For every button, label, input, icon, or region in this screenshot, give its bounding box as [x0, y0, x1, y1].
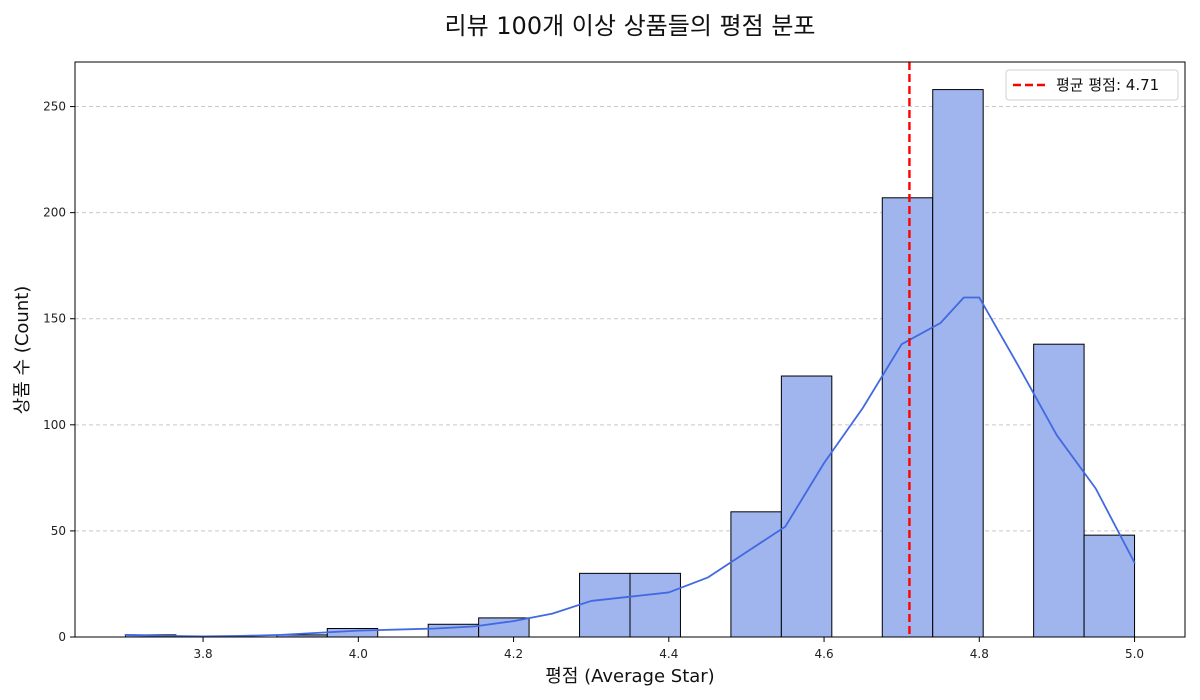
histogram-bar — [881, 197, 934, 638]
plot-frame — [74, 61, 1186, 638]
histogram-bar — [932, 89, 984, 638]
x-tick-label: 5.0 — [1125, 647, 1144, 661]
histogram-bar — [629, 572, 681, 638]
y-axis-label: 상품 수 (Count) — [12, 286, 33, 415]
chart-title: 리뷰 100개 이상 상품들의 평점 분포 — [445, 12, 816, 40]
legend-box — [1005, 69, 1179, 101]
histogram-bar — [478, 617, 530, 638]
y-tick-label: 100 — [43, 418, 66, 432]
histogram-bar — [1033, 343, 1085, 638]
x-tick-label: 4.6 — [815, 647, 834, 661]
grid-lines — [75, 106, 1185, 532]
legend-mean-label: 평균 평점: 4.71 — [1056, 76, 1159, 94]
y-tick-label: 150 — [43, 312, 66, 326]
x-tick-label: 4.0 — [349, 647, 368, 661]
x-axis-label: 평점 (Average Star) — [545, 666, 714, 687]
legend: 평균 평점: 4.71 — [1005, 69, 1179, 101]
x-axis-ticks: 3.8 4.0 4.2 4.4 4.6 4.8 5.0 — [194, 637, 1144, 661]
x-tick-label: 4.4 — [659, 647, 678, 661]
y-tick-label: 0 — [58, 630, 66, 644]
kde-curve — [124, 296, 1136, 638]
x-tick-label: 3.8 — [194, 647, 213, 661]
histogram-bar — [1083, 534, 1136, 638]
y-tick-label: 200 — [43, 206, 66, 220]
histogram-bars — [124, 89, 1136, 638]
histogram-bar — [579, 572, 631, 638]
x-tick-label: 4.8 — [970, 647, 989, 661]
y-tick-label: 250 — [43, 100, 66, 114]
histogram-bar — [780, 375, 833, 638]
y-axis-ticks: 0 50 100 150 200 250 — [43, 100, 75, 644]
x-tick-label: 4.2 — [504, 647, 523, 661]
histogram-bar — [730, 511, 782, 638]
y-tick-label: 50 — [51, 524, 66, 538]
